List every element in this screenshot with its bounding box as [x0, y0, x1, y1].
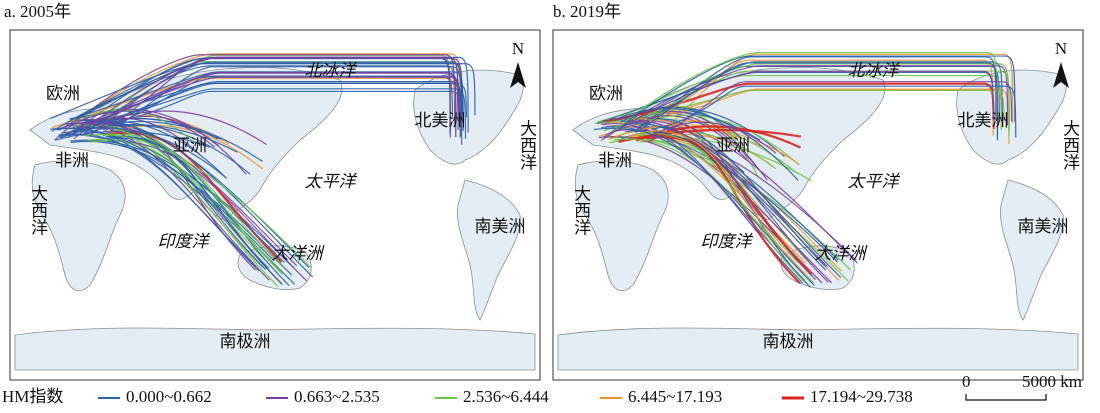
flow-line — [90, 140, 266, 261]
flow-line — [107, 110, 267, 145]
flow-line — [639, 133, 805, 283]
flow-line — [69, 71, 464, 131]
region-label: 非洲 — [55, 151, 89, 170]
north-arrow-label: N — [1055, 39, 1067, 58]
flow-line — [89, 56, 459, 137]
region-label: 大西洋 — [517, 119, 537, 170]
flow-line — [50, 63, 476, 120]
scale-label: 5000 km — [1022, 372, 1082, 391]
region-label: 北冰洋 — [848, 61, 901, 80]
legend-label: 6.445~17.193 — [628, 387, 722, 406]
region-label: 北美洲 — [958, 111, 1009, 130]
region-label: 欧洲 — [46, 84, 80, 103]
panel-title: a. 2005年 — [4, 2, 71, 21]
legend-label: 2.536~6.444 — [463, 387, 549, 406]
region-label: 大洋洲 — [272, 244, 326, 263]
north-arrow — [510, 62, 526, 88]
flow-line — [649, 114, 800, 166]
flow-line — [76, 82, 462, 137]
panel-title: b. 2019年 — [553, 2, 621, 21]
flow-line — [593, 127, 838, 263]
flow-line — [641, 130, 805, 274]
flow-line — [620, 106, 742, 139]
flow-line — [76, 72, 457, 129]
region-label: 南美洲 — [1018, 217, 1069, 236]
region-label: 大西洋 — [1060, 119, 1080, 170]
flow-line — [104, 133, 281, 272]
flow-line — [648, 121, 777, 154]
region-label: 亚洲 — [173, 136, 207, 155]
flow-line — [605, 125, 832, 284]
flow-line — [647, 81, 1013, 143]
legend-label: 17.194~29.738 — [810, 387, 913, 406]
flow-line — [83, 124, 251, 175]
region-label: 印度洋 — [701, 232, 754, 251]
flow-line — [623, 123, 842, 279]
region-label: 欧洲 — [589, 84, 623, 103]
flow-line — [635, 62, 999, 141]
region-label: 大西洋 — [571, 184, 591, 235]
flow-line — [603, 65, 1009, 138]
north-arrow — [1053, 62, 1069, 88]
region-label: 大西洋 — [28, 184, 48, 235]
scale-bar: 0 5000 km — [962, 372, 1082, 401]
flow-line — [107, 136, 270, 269]
flow-lines — [593, 52, 1017, 288]
region-label: 印度洋 — [158, 232, 211, 251]
region-label: 南美洲 — [475, 217, 526, 236]
flow-line — [651, 85, 1017, 138]
flow-line — [600, 70, 994, 141]
legend-label: 0.663~2.535 — [294, 387, 380, 406]
scale-label: 0 — [962, 372, 971, 391]
flow-line — [85, 119, 314, 278]
north-arrow-label: N — [512, 39, 524, 58]
region-label: 北美洲 — [415, 111, 466, 130]
flow-line — [59, 123, 238, 153]
flow-line — [625, 70, 1011, 131]
region-label: 北冰洋 — [305, 61, 358, 80]
region-label: 太平洋 — [305, 172, 358, 191]
flow-line — [71, 88, 467, 139]
flow-line — [55, 130, 211, 148]
flow-lines — [49, 53, 476, 287]
flow-line — [83, 134, 313, 269]
region-label: 非洲 — [598, 151, 632, 170]
legend-label: 0.000~0.662 — [126, 387, 212, 406]
legend-title: HM指数 — [2, 387, 63, 406]
flow-line — [83, 61, 463, 134]
region-label: 南极洲 — [220, 332, 271, 351]
flow-line — [646, 136, 813, 276]
flow-line — [601, 126, 815, 286]
region-label: 太平洋 — [848, 172, 901, 191]
legend: HM指数 0.000~0.662 0.663~2.535 2.536~6.444 6.4… — [2, 387, 913, 406]
flow-line — [73, 109, 193, 142]
scale-line — [965, 394, 1047, 401]
region-label: 大洋洲 — [815, 244, 869, 263]
region-label: 亚洲 — [716, 136, 750, 155]
region-label: 南极洲 — [763, 332, 814, 351]
flow-line — [618, 128, 802, 143]
flow-line — [102, 115, 247, 175]
flow-line — [651, 53, 1014, 144]
flow-line — [64, 122, 270, 281]
flow-line — [79, 76, 454, 131]
flow-line — [634, 119, 829, 283]
flow-line — [613, 55, 1016, 132]
